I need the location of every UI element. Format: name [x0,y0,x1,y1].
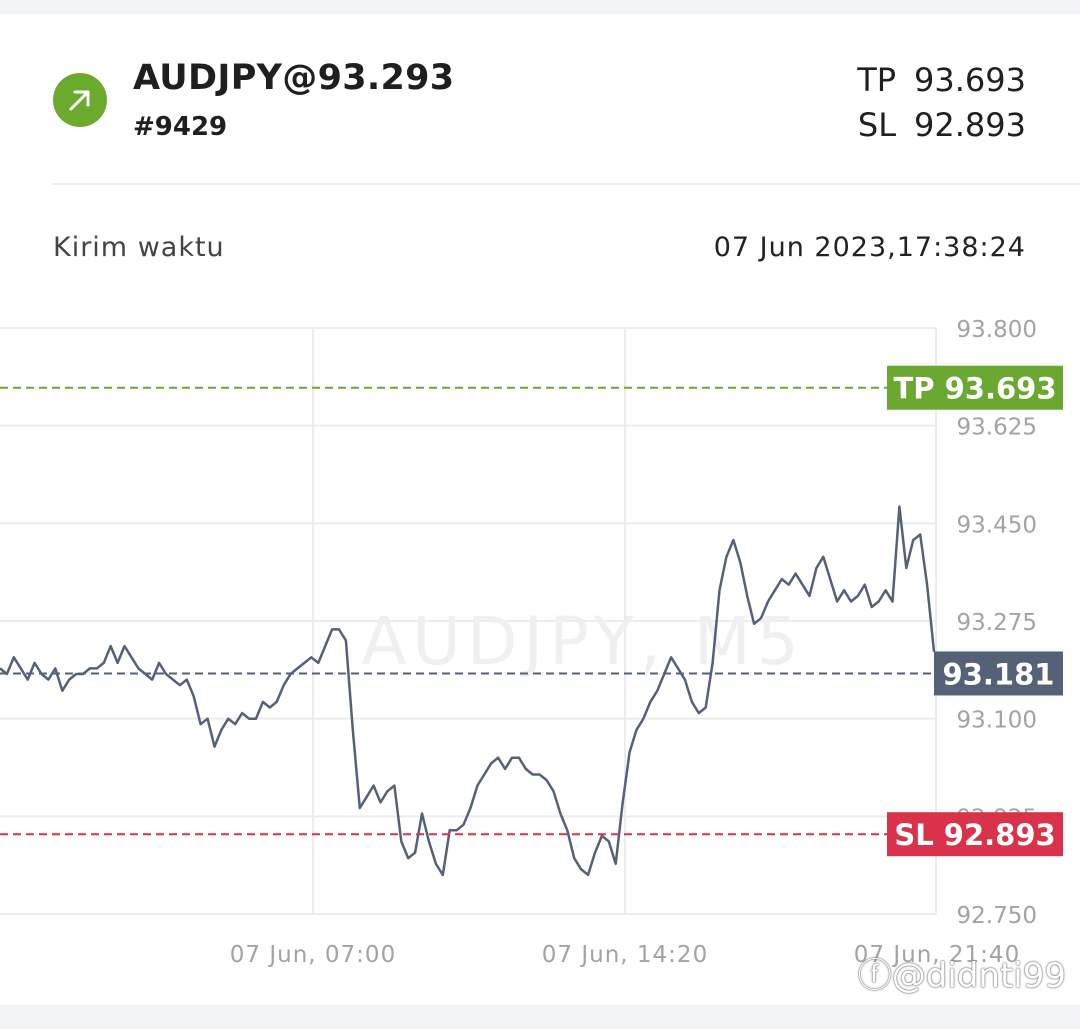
tp-badge [887,365,1063,410]
sl-label: SL [857,106,897,144]
sl-row: SL 92.893 [857,103,1026,148]
y-tick-label: 93.275 [957,610,1037,636]
tp-badge-label: TP 93.693 [893,372,1056,406]
x-tick-label: 07 Jun, 21:40 [854,942,1020,968]
tp-label: TP [857,61,897,99]
send-time-label: Kirim waktu [53,232,225,263]
y-tick-label: 93.800 [957,317,1037,343]
chart-watermark: AUDJPY, M5 [361,603,804,680]
sl-badge [887,812,1063,857]
send-time-value: 07 Jun 2023,17:38:24 [713,232,1026,263]
divider [53,183,1080,185]
x-tick-label: 07 Jun, 14:20 [542,942,708,968]
sl-badge-label: SL 92.893 [894,818,1055,852]
y-tick-label: 93.100 [957,708,1037,734]
arrow-up-right-icon [53,73,107,127]
price-line [0,505,936,877]
current-price-badge [934,651,1063,696]
sl-value: 92.893 [914,106,1026,144]
tp-value: 93.693 [914,61,1026,99]
order-id: #9429 [133,112,228,142]
y-tick-label: 93.450 [957,512,1037,538]
tp-sl-summary: TP 93.693 SL 92.893 [857,58,1026,148]
arrow-up-right-glyph [69,90,90,111]
current-price-badge-label: 93.181 [943,657,1055,691]
x-tick-label: 07 Jun, 07:00 [230,942,396,968]
tp-row: TP 93.693 [857,58,1026,103]
order-symbol-title: AUDJPY@93.293 [133,58,455,98]
y-tick-label: 92.750 [957,903,1037,929]
watermark-handle: ⓕ@didnti99 [857,956,1066,996]
y-tick-label: 93.625 [957,415,1037,441]
